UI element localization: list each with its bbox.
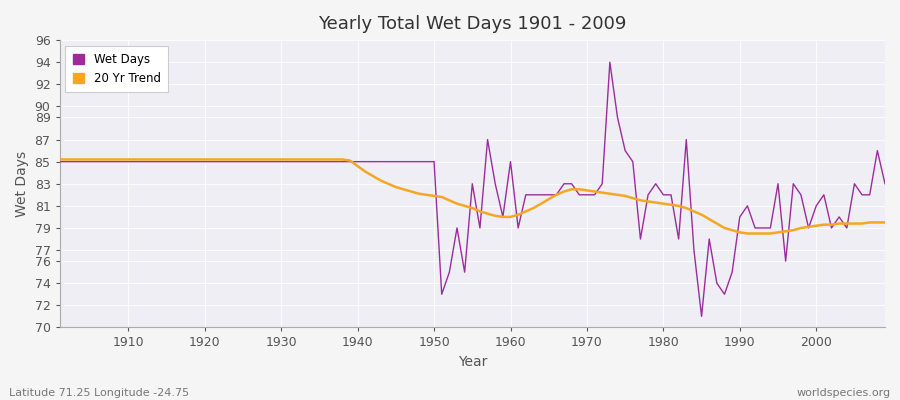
Legend: Wet Days, 20 Yr Trend: Wet Days, 20 Yr Trend (66, 46, 168, 92)
20 Yr Trend (505, 214, 516, 219)
Line: 20 Yr Trend: 20 Yr Trend (59, 160, 885, 234)
Wet Days (505, 159, 516, 164)
Y-axis label: Wet Days: Wet Days (15, 151, 29, 217)
20 Yr Trend (284, 157, 294, 162)
Title: Yearly Total Wet Days 1901 - 2009: Yearly Total Wet Days 1901 - 2009 (318, 15, 626, 33)
Wet Days (697, 314, 707, 319)
Wet Days (284, 159, 294, 164)
20 Yr Trend (879, 220, 890, 225)
X-axis label: Year: Year (457, 355, 487, 369)
20 Yr Trend (498, 214, 508, 219)
Wet Days (115, 159, 126, 164)
Wet Days (597, 181, 608, 186)
20 Yr Trend (115, 157, 126, 162)
20 Yr Trend (329, 157, 340, 162)
Wet Days (879, 181, 890, 186)
Line: Wet Days: Wet Days (59, 62, 885, 316)
20 Yr Trend (597, 190, 608, 195)
Wet Days (329, 159, 340, 164)
20 Yr Trend (742, 231, 752, 236)
20 Yr Trend (54, 157, 65, 162)
Wet Days (54, 159, 65, 164)
Wet Days (605, 60, 616, 65)
Text: worldspecies.org: worldspecies.org (796, 388, 891, 398)
Wet Days (498, 214, 508, 219)
Text: Latitude 71.25 Longitude -24.75: Latitude 71.25 Longitude -24.75 (9, 388, 189, 398)
